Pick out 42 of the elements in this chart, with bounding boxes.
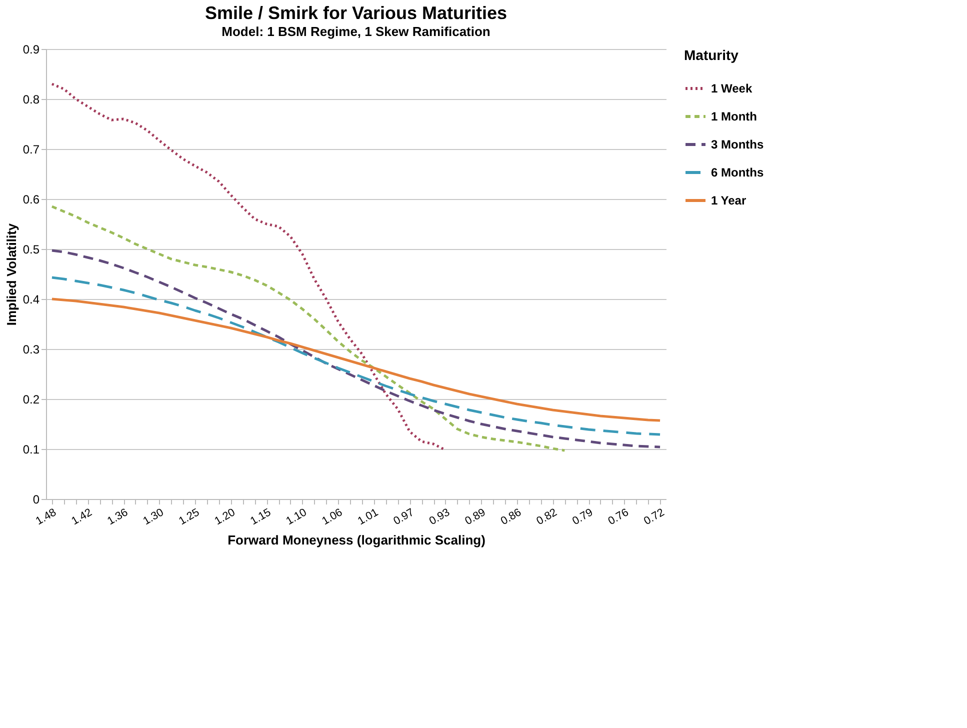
chart-title: Smile / Smirk for Various Maturities	[204, 3, 508, 23]
y-axis-title: Implied Volatility	[4, 222, 19, 326]
y-tick-label: 0.7	[22, 142, 40, 156]
y-tick-label: 0.4	[22, 292, 40, 306]
legend-label: 1 Month	[711, 110, 757, 124]
x-tick-label: 1.42	[70, 506, 94, 528]
x-tick-label: 1.36	[105, 506, 130, 528]
x-tick-label: 0.86	[498, 506, 524, 528]
y-tick-label: 0.8	[22, 92, 40, 106]
y-tick-label: 0.6	[22, 192, 40, 206]
legend-label: 6 Months	[711, 166, 764, 180]
legend-label: 3 Months	[711, 138, 764, 152]
x-tick-label: 1.20	[212, 506, 238, 528]
x-tick-label: 0.82	[534, 506, 560, 528]
x-tick-label: 1.06	[320, 506, 345, 528]
y-tick-label: 0.1	[22, 442, 40, 456]
legend-title: Maturity	[684, 47, 739, 63]
x-tick-label: 0.89	[463, 506, 488, 528]
legend-label: 1 Year	[711, 194, 746, 208]
x-tick-label: 1.25	[176, 506, 202, 528]
x-tick-label: 0.76	[606, 506, 631, 528]
x-tick-label: 0.72	[642, 506, 667, 528]
y-tick-label: 0.5	[22, 242, 40, 256]
x-tick-label: 0.97	[392, 506, 416, 528]
line-series	[50, 249, 662, 448]
y-tick-label: 0	[32, 492, 40, 506]
y-tick-label: 0.2	[22, 392, 40, 406]
line-series	[50, 276, 662, 436]
x-tick-label: 0.79	[570, 506, 595, 528]
chart-subtitle: Model: 1 BSM Regime, 1 Skew Ramification	[222, 24, 490, 39]
x-tick-label: 1.10	[284, 506, 309, 528]
line-series	[50, 205, 566, 452]
y-tick-label: 0.9	[22, 42, 40, 56]
line-series	[50, 298, 662, 422]
x-axis-title: Forward Moneyness (logarithmic Scaling)	[228, 532, 486, 548]
x-tick-label: 1.15	[248, 506, 274, 528]
x-tick-label: 1.48	[34, 506, 58, 528]
x-tick-label: 1.30	[141, 506, 166, 528]
x-tick-label: 0.93	[427, 506, 452, 528]
legend-label: 1 Week	[711, 82, 752, 96]
y-tick-label: 0.3	[22, 342, 40, 356]
x-tick-label: 1.01	[356, 506, 380, 528]
